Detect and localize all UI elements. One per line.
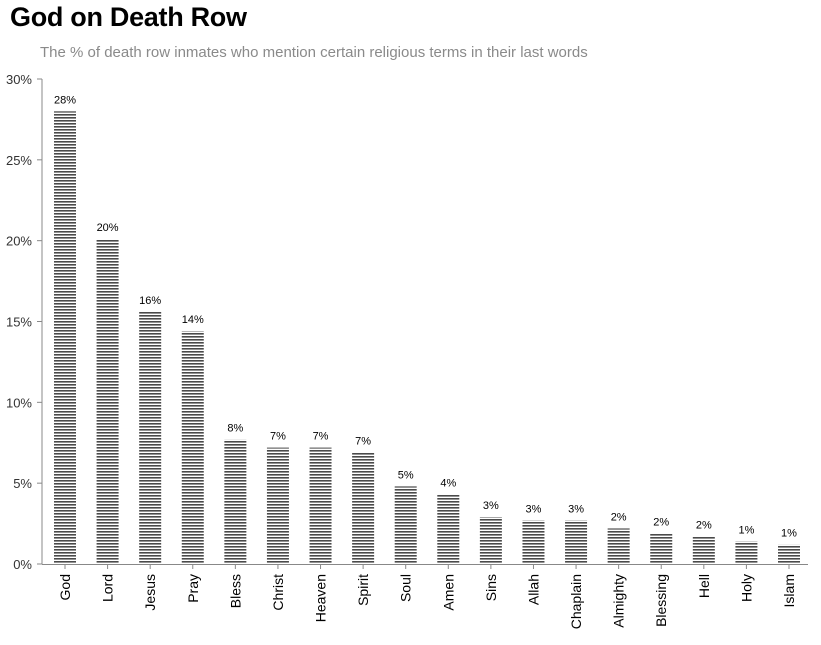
data-label: 2% [653,516,669,528]
category-label: Amen [440,574,456,611]
y-tick-label: 20% [6,234,32,249]
data-label: 1% [781,528,797,540]
category-label: Hell [696,574,712,598]
data-label: 14% [182,314,204,326]
category-label: Bless [227,574,243,608]
data-label: 1% [738,524,754,536]
category-label: Holy [738,574,754,602]
chart-title: God on Death Row [10,2,247,32]
bar-christ [266,447,289,564]
category-label: Blessing [653,574,669,627]
bar-lord [96,239,119,565]
y-tick-label: 5% [13,476,32,491]
data-label: 2% [611,511,627,523]
data-label: 4% [440,477,456,489]
category-label: Heaven [313,574,329,622]
data-label: 3% [483,500,499,512]
bar-god [54,111,76,564]
category-label: Islam [781,574,797,607]
data-label: 7% [270,431,286,443]
data-label: 20% [97,222,119,234]
category-label: Allah [525,574,541,605]
data-label: 7% [313,431,329,443]
y-tick-label: 10% [6,395,32,410]
bar-sins [479,517,502,564]
bar-allah [522,520,545,564]
data-label: 28% [54,94,76,106]
bar-bless [224,439,247,564]
chart-subtitle: The % of death row inmates who mention c… [40,44,588,61]
bar-blessing [650,533,673,564]
category-label: Pray [185,574,201,603]
bar-heaven [309,447,332,564]
category-label: Soul [398,574,414,602]
bar-hell [692,536,715,564]
data-label: 5% [398,469,414,481]
data-label: 8% [227,423,243,435]
bar-soul [394,486,417,564]
category-label: Almighty [611,574,627,628]
bar-spirit [352,452,375,564]
y-tick-label: 30% [6,72,32,87]
data-label: 3% [568,503,584,515]
data-label: 2% [696,520,712,532]
bar-holy [735,541,758,564]
y-tick-label: 15% [6,315,32,330]
category-label: Lord [100,574,116,602]
category-label: Christ [270,574,286,611]
category-label: Sins [483,574,499,601]
category-label: God [57,574,73,600]
bar-almighty [607,528,630,564]
bar-chaplain [565,520,588,564]
bar-amen [437,494,460,564]
y-tick-label: 0% [13,557,32,572]
category-label: Chaplain [568,574,584,629]
data-label: 16% [139,295,161,307]
bar-islam [778,544,800,564]
data-label: 3% [526,503,542,515]
category-label: Spirit [355,574,371,606]
category-label: Jesus [142,574,158,611]
bar-jesus [139,311,162,564]
data-label: 7% [355,435,371,447]
y-tick-label: 25% [6,153,32,168]
bar-pray [181,331,204,564]
